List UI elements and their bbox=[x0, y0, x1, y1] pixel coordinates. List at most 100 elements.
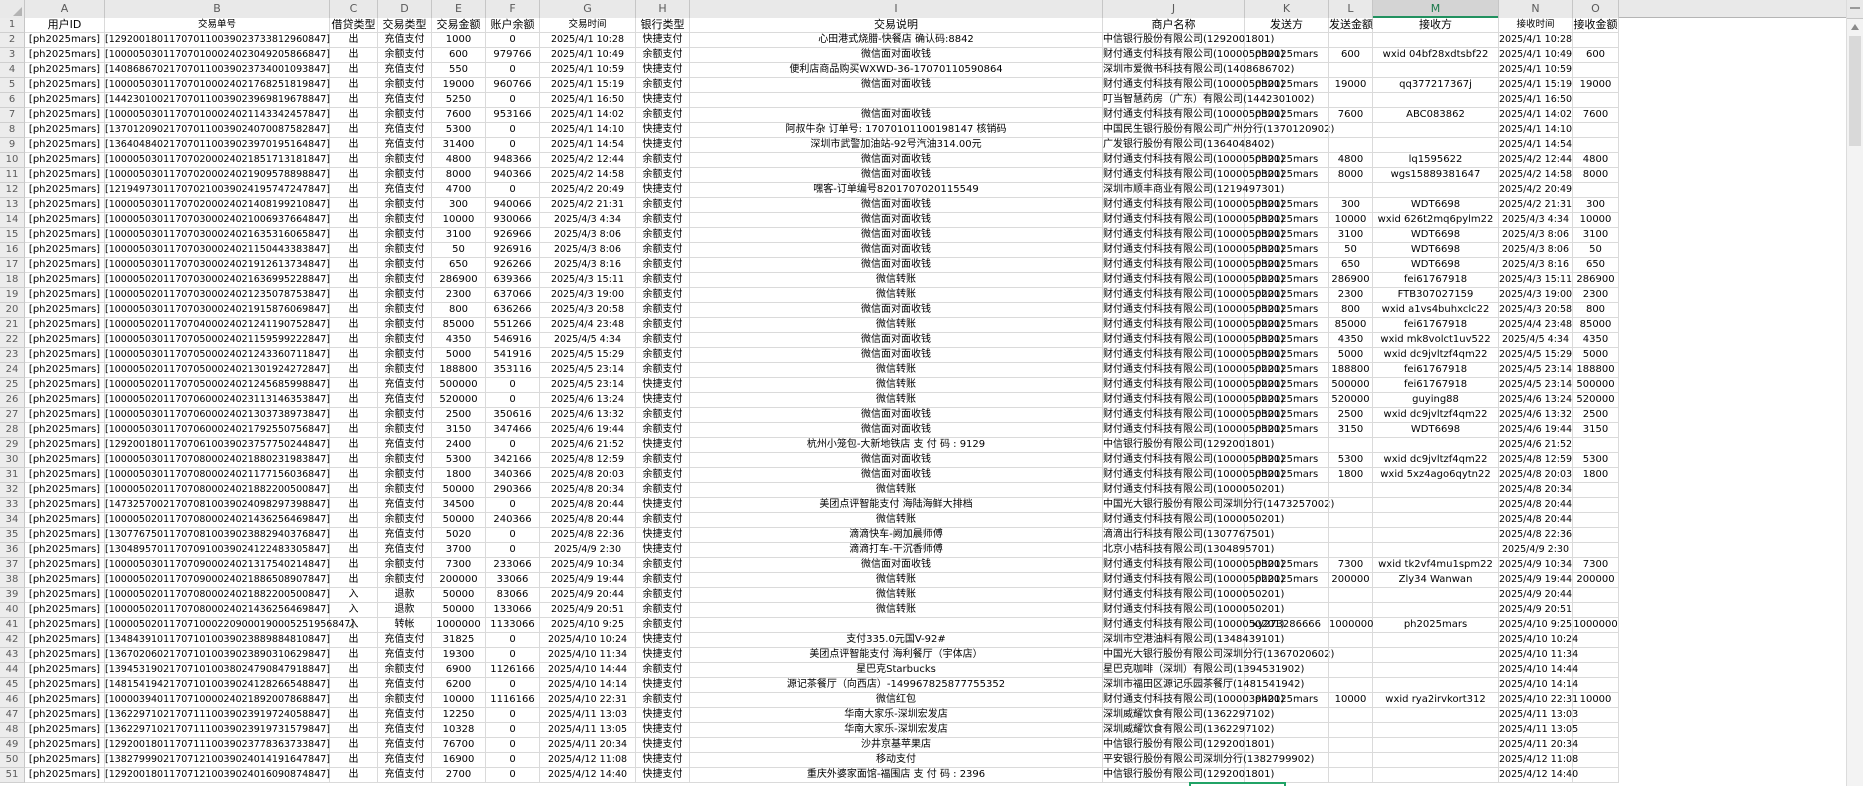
cell-debit-type[interactable]: 出 bbox=[330, 78, 378, 93]
row-header[interactable]: 14 bbox=[0, 213, 25, 228]
cell-user-id[interactable]: [ph2025mars] bbox=[25, 123, 105, 138]
scrollbar-split-handle[interactable] bbox=[1850, 7, 1860, 9]
cell-order-no[interactable]: [100005020117070500024021245685998847] bbox=[105, 378, 330, 393]
cell-send-amount[interactable] bbox=[1329, 723, 1373, 738]
cell-txn-desc[interactable]: 移动支付 bbox=[690, 753, 1103, 768]
cell-txn-time[interactable]: 2025/4/5 15:29 bbox=[540, 348, 636, 363]
cell-debit-type[interactable]: 出 bbox=[330, 333, 378, 348]
cell-order-no[interactable]: [100005020117070800024021436256469847] bbox=[105, 513, 330, 528]
cell-debit-type[interactable]: 出 bbox=[330, 633, 378, 648]
cell-merchant[interactable]: 财付通支付科技有限公司(1000050201) bbox=[1103, 393, 1284, 408]
cell-receive-amount[interactable] bbox=[1573, 498, 1619, 513]
cell-balance[interactable]: 0 bbox=[486, 528, 540, 543]
cell-receive-time[interactable]: 2025/4/3 8:06 bbox=[1499, 243, 1573, 258]
cell-txn-type[interactable]: 充值支付 bbox=[378, 138, 432, 153]
cell-txn-amount[interactable]: 19300 bbox=[432, 648, 486, 663]
cell-debit-type[interactable]: 出 bbox=[330, 228, 378, 243]
cell-receive-time[interactable]: 2025/4/3 20:58 bbox=[1499, 303, 1573, 318]
cell-user-id[interactable]: [ph2025mars] bbox=[25, 468, 105, 483]
cell-receive-amount[interactable]: 200000 bbox=[1573, 573, 1619, 588]
cell-txn-type[interactable]: 余额支付 bbox=[378, 573, 432, 588]
cell-user-id[interactable]: [ph2025mars] bbox=[25, 483, 105, 498]
cell-balance[interactable]: 930066 bbox=[486, 213, 540, 228]
cell-txn-time[interactable]: 2025/4/8 20:44 bbox=[540, 513, 636, 528]
cell-order-no[interactable]: [100005030117070200024021851713181847] bbox=[105, 153, 330, 168]
cell-txn-desc[interactable]: 微信转账 bbox=[690, 288, 1103, 303]
cell-send-amount[interactable]: 5300 bbox=[1329, 453, 1373, 468]
cell-txn-amount[interactable]: 4350 bbox=[432, 333, 486, 348]
cell-balance[interactable]: 0 bbox=[486, 648, 540, 663]
row-header[interactable]: 5 bbox=[0, 78, 25, 93]
cell-receive-time[interactable]: 2025/4/10 11:34 bbox=[1499, 648, 1578, 663]
cell-balance[interactable]: 940366 bbox=[486, 168, 540, 183]
cell-bank-type[interactable]: 余额支付 bbox=[636, 588, 690, 603]
cell-debit-type[interactable]: 入 bbox=[330, 618, 378, 633]
cell-user-id[interactable]: [ph2025mars] bbox=[25, 318, 105, 333]
cell-receive-amount[interactable]: 2300 bbox=[1573, 288, 1619, 303]
cell-merchant[interactable]: 深圳市顺丰商业有限公司(1219497301) bbox=[1103, 183, 1284, 198]
cell-receive-time[interactable]: 2025/4/9 10:34 bbox=[1499, 558, 1573, 573]
cell-bank-type[interactable]: 快捷支付 bbox=[636, 678, 690, 693]
cell-receiver[interactable] bbox=[1373, 633, 1499, 648]
cell-txn-type[interactable]: 余额支付 bbox=[378, 258, 432, 273]
column-header-f[interactable]: F bbox=[486, 0, 540, 18]
cell-merchant[interactable]: 财付通支付科技有限公司(1000050301) bbox=[1103, 228, 1284, 243]
cell-merchant[interactable]: 财付通支付科技有限公司(1000050201) bbox=[1103, 588, 1284, 603]
cell-send-amount[interactable]: 2500 bbox=[1329, 408, 1373, 423]
cell-txn-desc[interactable]: 重庆外婆家面馆-福围店 支 付 码 : 2396 bbox=[690, 768, 1103, 783]
cell-txn-type[interactable]: 充值支付 bbox=[378, 708, 432, 723]
cell-sender[interactable]: ph2025mars bbox=[1245, 363, 1329, 378]
cell-txn-time[interactable]: 2025/4/2 12:44 bbox=[540, 153, 636, 168]
cell-receive-amount[interactable] bbox=[1573, 543, 1619, 558]
cell-send-amount[interactable] bbox=[1329, 33, 1373, 48]
cell-balance[interactable]: 926266 bbox=[486, 258, 540, 273]
field-header-bank-type[interactable]: 银行类型 bbox=[636, 18, 690, 33]
cell-debit-type[interactable]: 出 bbox=[330, 393, 378, 408]
cell-receiver[interactable]: fei61767918 bbox=[1373, 318, 1499, 333]
cell-balance[interactable]: 960766 bbox=[486, 78, 540, 93]
cell-txn-desc[interactable]: 便利店商品购买WXWD-36-17070110590864 bbox=[690, 63, 1103, 78]
cell-sender[interactable]: ph2025mars bbox=[1245, 408, 1329, 423]
cell-user-id[interactable]: [ph2025mars] bbox=[25, 648, 105, 663]
cell-balance[interactable]: 0 bbox=[486, 768, 540, 783]
cell-merchant[interactable]: 财付通支付科技有限公司(1000050301) bbox=[1103, 558, 1284, 573]
row-header[interactable]: 43 bbox=[0, 648, 25, 663]
cell-receive-time[interactable]: 2025/4/3 19:00 bbox=[1499, 288, 1573, 303]
cell-balance[interactable]: 0 bbox=[486, 543, 540, 558]
field-header-user-id[interactable]: 用户ID bbox=[25, 18, 105, 33]
cell-receiver[interactable]: WDT6698 bbox=[1373, 243, 1499, 258]
cell-balance[interactable]: 0 bbox=[486, 33, 540, 48]
cell-sender[interactable]: ph2025mars bbox=[1245, 333, 1329, 348]
cell-balance[interactable]: 0 bbox=[486, 393, 540, 408]
row-header[interactable]: 45 bbox=[0, 678, 25, 693]
cell-receive-time[interactable]: 2025/4/11 20:34 bbox=[1499, 738, 1578, 753]
cell-order-no[interactable]: [139453190217071010038024790847918847] bbox=[105, 663, 330, 678]
cell-receive-amount[interactable]: 50 bbox=[1573, 243, 1619, 258]
cell-receive-amount[interactable]: 3150 bbox=[1573, 423, 1619, 438]
cell-txn-time[interactable]: 2025/4/3 8:06 bbox=[540, 228, 636, 243]
cell-receive-amount[interactable] bbox=[1573, 63, 1619, 78]
row-header[interactable]: 46 bbox=[0, 693, 25, 708]
cell-sender[interactable] bbox=[1245, 723, 1329, 738]
cell-balance[interactable]: 551266 bbox=[486, 318, 540, 333]
cell-bank-type[interactable]: 快捷支付 bbox=[636, 438, 690, 453]
cell-txn-time[interactable]: 2025/4/3 19:00 bbox=[540, 288, 636, 303]
cell-txn-amount[interactable]: 5000 bbox=[432, 348, 486, 363]
cell-txn-time[interactable]: 2025/4/5 23:14 bbox=[540, 378, 636, 393]
cell-receiver[interactable] bbox=[1373, 768, 1499, 783]
cell-receiver[interactable]: wxid 5xz4ago6qytn22 bbox=[1373, 468, 1499, 483]
cell-merchant[interactable]: 财付通支付科技有限公司(1000050301) bbox=[1103, 408, 1284, 423]
cell-txn-time[interactable]: 2025/4/1 14:02 bbox=[540, 108, 636, 123]
cell-sender[interactable]: ph2025mars bbox=[1245, 288, 1329, 303]
cell-balance[interactable]: 0 bbox=[486, 138, 540, 153]
cell-balance[interactable]: 342166 bbox=[486, 453, 540, 468]
cell-send-amount[interactable] bbox=[1329, 183, 1373, 198]
cell-txn-type[interactable]: 充值支付 bbox=[378, 378, 432, 393]
cell-receive-time[interactable]: 2025/4/10 10:24 bbox=[1499, 633, 1578, 648]
cell-send-amount[interactable] bbox=[1329, 633, 1373, 648]
cell-send-amount[interactable] bbox=[1329, 678, 1373, 693]
cell-receiver[interactable]: qq377217367j bbox=[1373, 78, 1499, 93]
row-header[interactable]: 18 bbox=[0, 273, 25, 288]
cell-txn-amount[interactable]: 3100 bbox=[432, 228, 486, 243]
cell-user-id[interactable]: [ph2025mars] bbox=[25, 213, 105, 228]
